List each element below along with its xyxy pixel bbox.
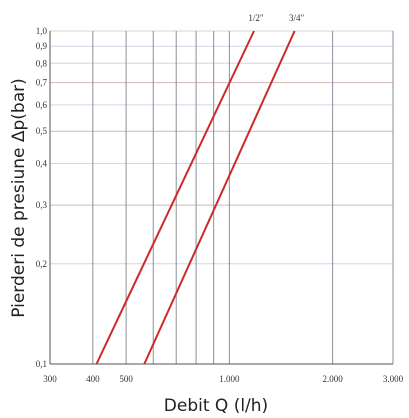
y-tick-label-4: 0,5 — [36, 126, 48, 136]
y-tick-label-2: 0,3 — [36, 200, 48, 210]
grid — [49, 30, 394, 365]
x-tick-label-1: 400 — [86, 374, 100, 384]
y-tick-label-8: 0,9 — [36, 41, 48, 51]
x-tick-label-3: 1.000 — [219, 374, 240, 384]
y-tick-label-9: 1,0 — [36, 26, 48, 36]
y-tick-label-3: 0,4 — [36, 159, 48, 169]
x-tick-label-2: 500 — [119, 374, 133, 384]
y-tick-labels: 0,1 0,2 0,3 0,4 0,5 0,6 0,7 0,8 0,9 1,0 — [36, 26, 48, 369]
series-labels: 1/2" 3/4" — [248, 13, 304, 23]
series-line-1 — [143, 30, 296, 365]
series-label-0: 1/2" — [248, 13, 264, 23]
x-tick-label-4: 2.000 — [322, 374, 343, 384]
y-tick-label-5: 0,6 — [36, 100, 48, 110]
series-label-1: 3/4" — [289, 13, 305, 23]
y-tick-label-6: 0,7 — [36, 78, 48, 88]
x-tick-label-5: 3.000 — [383, 374, 404, 384]
x-tick-labels: 300 400 500 1.000 2.000 3.000 — [43, 374, 403, 384]
y-tick-label-0: 0,1 — [36, 359, 47, 369]
series-line-0 — [95, 30, 255, 365]
x-axis-title: Debit Q (l/h) — [164, 396, 268, 416]
y-axis-title: Pierderi de presiune Δp(bar) — [9, 78, 29, 318]
y-tick-label-1: 0,2 — [36, 259, 47, 269]
x-tick-label-0: 300 — [43, 374, 57, 384]
series-lines — [95, 30, 296, 365]
y-tick-label-7: 0,8 — [36, 58, 48, 68]
